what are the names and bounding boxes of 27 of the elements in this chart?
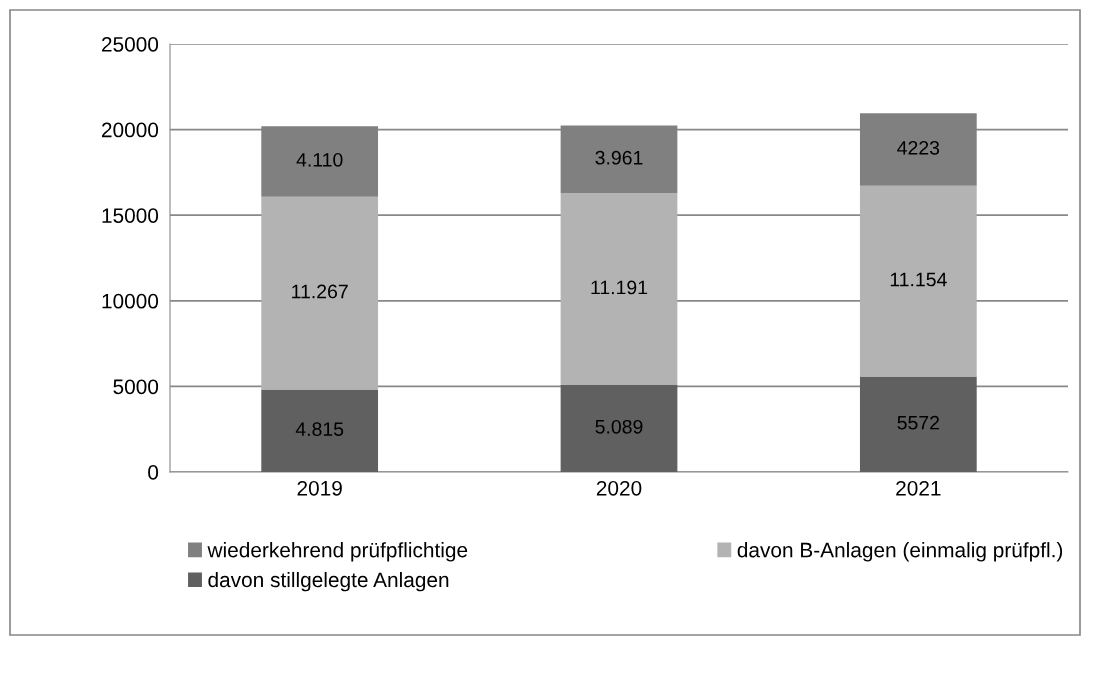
bar: [261, 389, 379, 472]
data-label: 4223: [897, 140, 940, 155]
y-tick-label: 10000: [102, 293, 159, 309]
bar: [261, 196, 379, 390]
data-label: 11.191: [591, 280, 648, 295]
bar: [560, 193, 678, 385]
bar: [560, 384, 678, 472]
x-tick-label: 2019: [297, 480, 342, 496]
y-tick-label: 15000: [102, 208, 159, 223]
bar: [859, 185, 977, 377]
y-tick-label: 5000: [113, 379, 159, 395]
data-label: 5572: [897, 415, 939, 430]
legend-label: davon stillgelegte Anlagen: [208, 571, 449, 592]
x-tick-label: 2020: [596, 480, 642, 496]
data-label: 4.110: [296, 152, 343, 167]
x-tick-label: 2021: [896, 480, 941, 496]
data-label: 4.815: [295, 422, 344, 436]
legend-label: wiederkehrend prüfpflichtige: [207, 542, 468, 562]
bar: [859, 376, 977, 472]
data-label: 11.267: [292, 284, 348, 299]
y-tick-label: 25000: [102, 37, 159, 52]
data-label: 3.961: [595, 150, 643, 165]
legend-label: davon B-Anlagen (einmalig prüfpfl.): [737, 542, 1063, 562]
data-label: 5.089: [595, 419, 643, 434]
data-label: 11.154: [890, 272, 947, 287]
y-tick-label: 0: [148, 465, 159, 480]
y-tick-label: 20000: [102, 122, 159, 138]
